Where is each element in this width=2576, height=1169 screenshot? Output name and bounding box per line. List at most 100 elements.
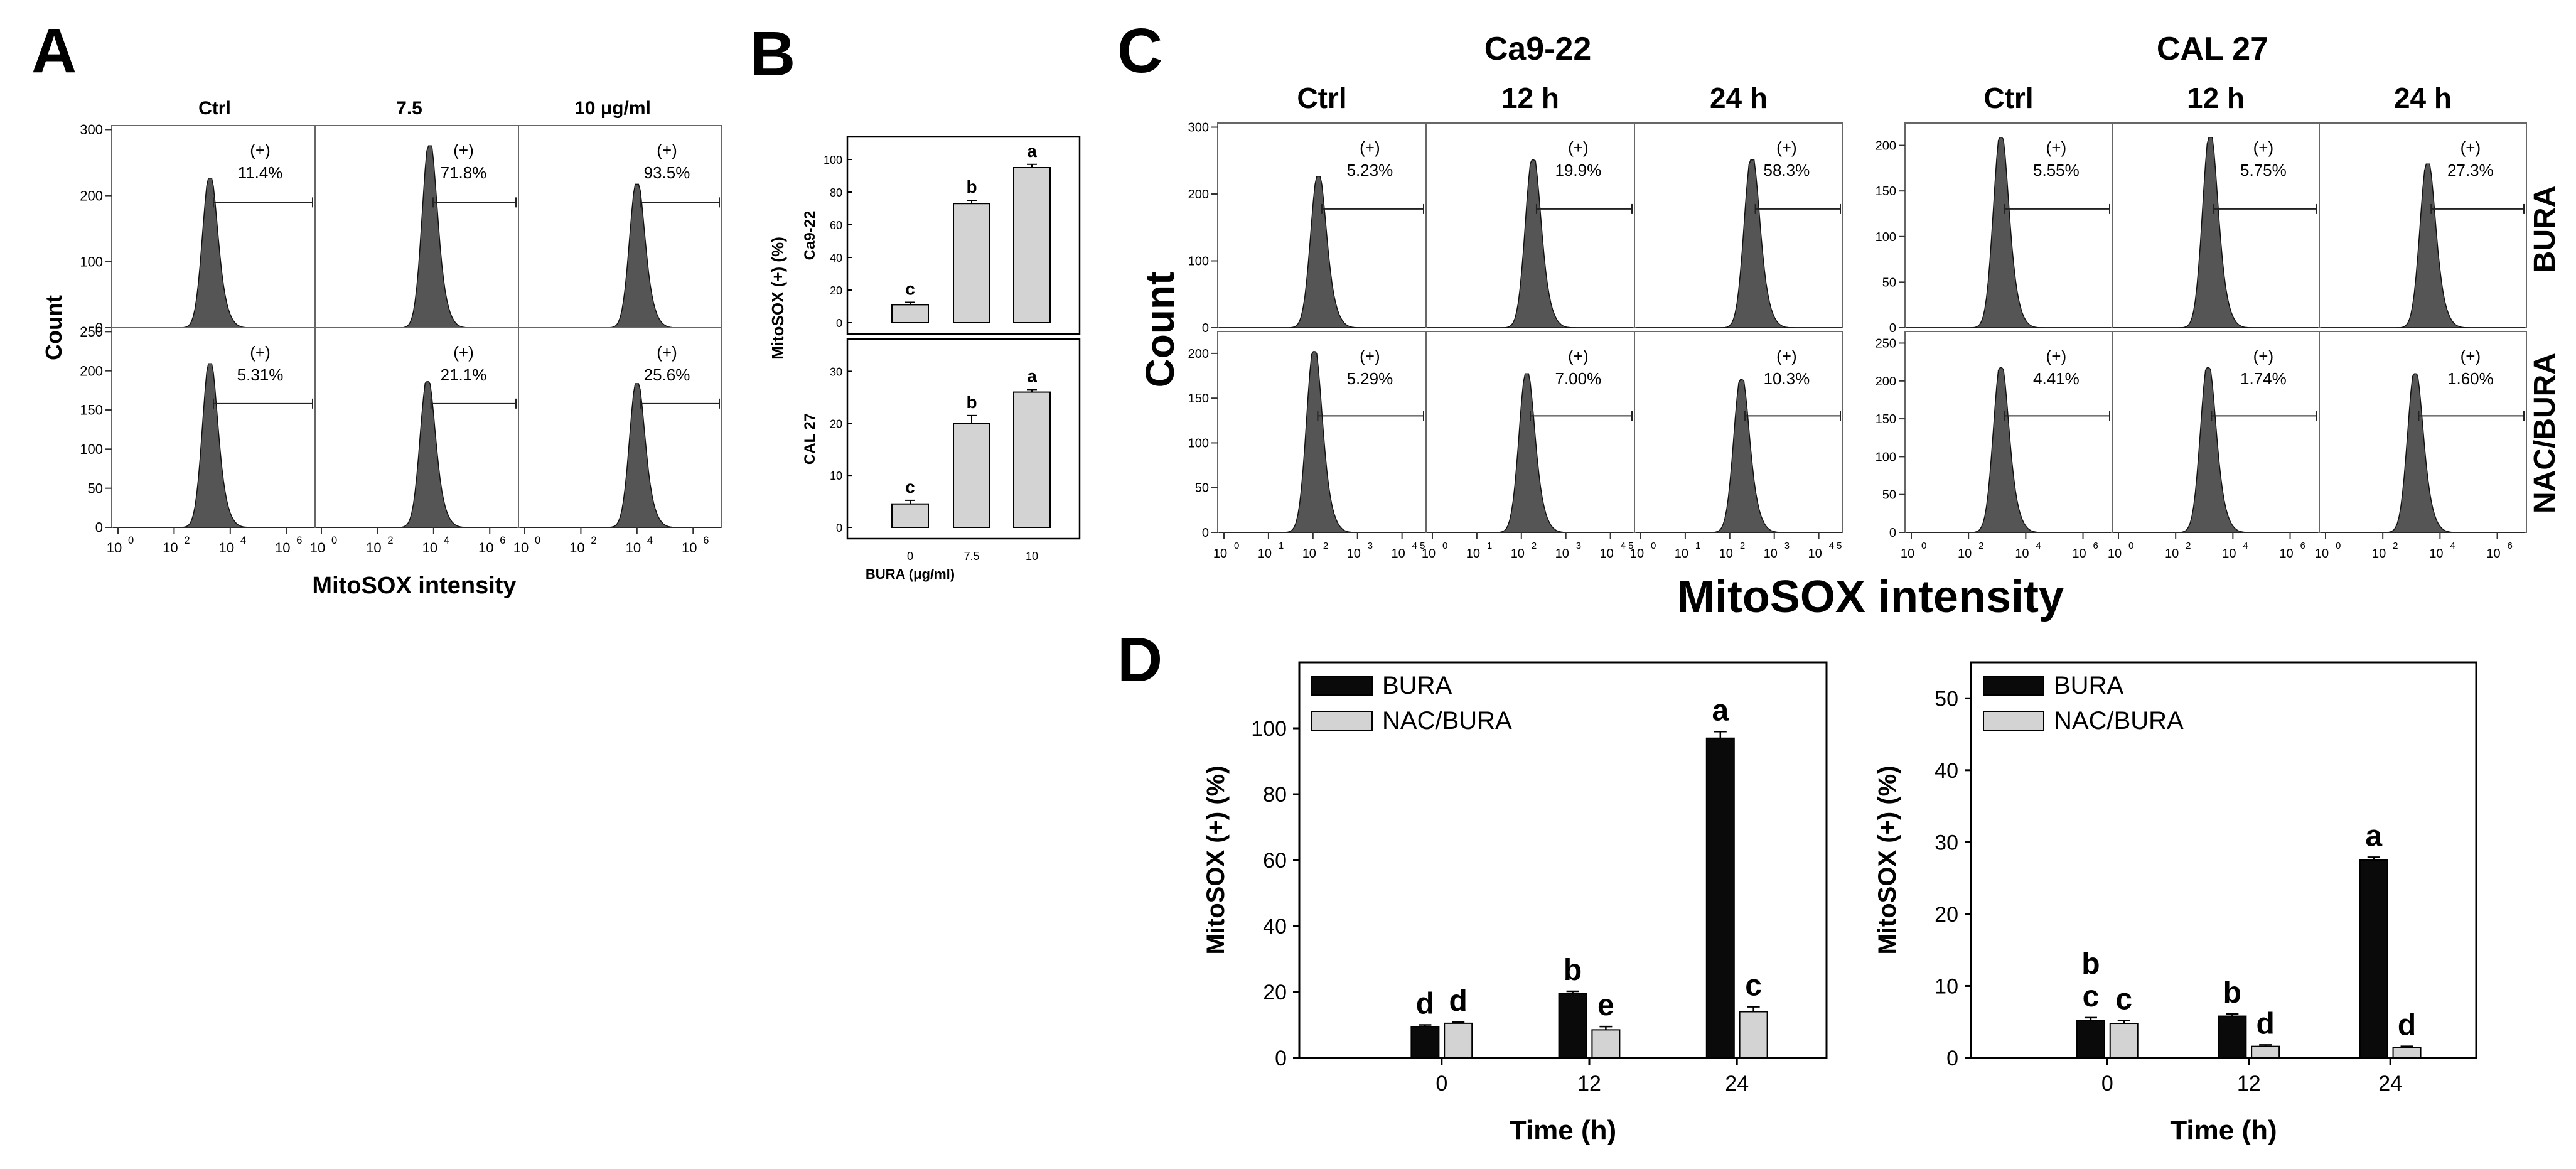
y-tick-label: 20 xyxy=(1263,981,1287,1005)
x-tick-exponent: 2 xyxy=(1532,541,1537,551)
x-tick-exponent: 2 xyxy=(387,535,393,546)
positive-gate-label: (+) xyxy=(2253,138,2274,157)
panel-b-chart-0: 0 20 40 60 80 100 c b a Ca9-22 xyxy=(802,136,1081,335)
x-tick-exponent: 0 xyxy=(128,535,134,546)
histogram-cell: (+) 25.6% xyxy=(518,327,722,528)
positive-percentage: 25.6% xyxy=(644,365,690,384)
chart-frame xyxy=(846,338,1081,540)
positive-gate-label: (+) xyxy=(453,343,474,362)
histogram-peak xyxy=(316,145,517,328)
histogram-cell: (+) 1.74% xyxy=(2112,331,2320,533)
positive-gate-label: (+) xyxy=(657,141,677,159)
significance-letter: a xyxy=(1712,694,1729,727)
histogram-peak xyxy=(1427,373,1633,533)
significance-letter: c xyxy=(1745,969,1762,1003)
positive-percentage: 5.29% xyxy=(1346,369,1393,388)
x-tick-label: 10 xyxy=(1466,547,1480,561)
panel-c-cell-line-title-cal27: CAL 27 xyxy=(2157,31,2268,67)
x-tick-label: 10 xyxy=(2222,547,2236,561)
significance-letter: b xyxy=(2081,947,2100,981)
histogram-peak xyxy=(316,381,517,528)
x-tick-exponent: 4 xyxy=(2243,541,2248,551)
y-tick-label: 50 xyxy=(1882,276,1896,289)
significance-letter: b xyxy=(2223,976,2241,1010)
positive-percentage: 5.31% xyxy=(237,365,284,384)
x-tick-label: 10 xyxy=(569,540,584,556)
x-tick-exponent: 1 xyxy=(1279,541,1284,551)
panel-label-a: A xyxy=(31,16,77,86)
x-tick-label: 10 xyxy=(1347,547,1361,561)
positive-percentage: 58.3% xyxy=(1763,161,1810,180)
positive-gate-label: (+) xyxy=(250,141,271,159)
y-tick-label: 300 xyxy=(80,122,103,137)
panel-b-ylabel: MitoSOX (+) (%) xyxy=(768,237,787,360)
x-tick-exponent: 1 xyxy=(1487,541,1492,551)
x-tick-exponent: 0 xyxy=(2128,541,2133,551)
legend-swatch xyxy=(1311,676,1373,696)
x-tick-label: 10 xyxy=(1392,547,1405,561)
y-tick-label: 100 xyxy=(80,254,103,270)
panel-a-col-label-7.5: 7.5 xyxy=(396,98,422,119)
column-label: 12 h xyxy=(1501,82,1559,114)
y-tick-label: 50 xyxy=(1935,687,1958,711)
y-tick-label: 0 xyxy=(1275,1047,1287,1070)
y-tick-label: 60 xyxy=(1263,849,1287,873)
y-tick-label: 200 xyxy=(1188,347,1209,361)
panel-c-cell-line-title-ca9-22: Ca9-22 xyxy=(1484,31,1592,67)
y-tick-label: 50 xyxy=(88,480,103,496)
y-tick-label: 200 xyxy=(1188,188,1209,202)
panel-d-chart-0: 0 20 40 60 80 100 d b a d e c 0 12 24 MitoSOX (+) (%) Ti… xyxy=(1202,661,1828,1146)
panel-c-histograms: Ca9-22 CAL 27 Count MitoSOX intensity BU… xyxy=(1137,31,2562,622)
y-tick-label: 100 xyxy=(1876,230,1896,244)
y-tick-label: 0 xyxy=(95,520,103,536)
y-tick-label: 40 xyxy=(830,252,842,264)
significance-letter: d xyxy=(2398,1009,2416,1042)
legend-swatch xyxy=(1983,676,2044,696)
histogram-cell: (+) 7.00% xyxy=(1425,331,1635,533)
x-tick-label: 10 xyxy=(2279,547,2293,561)
positive-gate-label: (+) xyxy=(453,141,474,159)
positive-percentage: 1.60% xyxy=(2447,369,2494,388)
x-tick-exponent: 3 xyxy=(1368,541,1373,551)
y-tick-label: 40 xyxy=(1263,915,1287,939)
x-tick-label: 10 xyxy=(1302,547,1316,561)
histogram-cell: (+) 5.29% xyxy=(1217,331,1427,533)
histogram-cell: (+) 11.4% xyxy=(111,125,316,328)
x-tick-exponent: 4 5 xyxy=(1621,541,1634,551)
panel-label-c: C xyxy=(1117,16,1162,86)
bar-nac-bura xyxy=(2251,1045,2280,1059)
histogram-cell: (+) 5.75% xyxy=(2112,122,2320,328)
positive-gate-label: (+) xyxy=(1360,138,1380,157)
y-tick-label: 250 xyxy=(1876,337,1896,350)
positive-gate-label: (+) xyxy=(2461,138,2481,157)
bar-bura xyxy=(1705,737,1735,1059)
x-tick-exponent: 4 5 xyxy=(1412,541,1425,551)
y-tick-label: 40 xyxy=(1935,759,1958,783)
legend-label: BURA xyxy=(2054,672,2123,699)
x-tick-label: 10 xyxy=(1422,547,1436,561)
positive-gate-label: (+) xyxy=(657,343,677,362)
y-tick-label: 200 xyxy=(1876,375,1896,389)
x-tick-label: 10 xyxy=(478,540,493,556)
panel-a-col-label-10: 10 μg/ml xyxy=(574,98,651,119)
legend-label: NAC/BURA xyxy=(1382,707,1512,735)
y-tick-label: 150 xyxy=(80,402,103,418)
positive-percentage: 27.3% xyxy=(2447,161,2494,180)
positive-percentage: 5.55% xyxy=(2033,161,2080,180)
y-tick-label: 100 xyxy=(80,441,103,457)
x-tick-label: 12 xyxy=(2237,1072,2261,1096)
positive-percentage: 1.74% xyxy=(2240,369,2287,388)
x-tick-exponent: 0 xyxy=(535,535,540,546)
panel-label-d: D xyxy=(1117,625,1162,695)
panel-c-block-1: Ctrl 12 h 24 h (+) 5.55% (+) 5.75% (+) 27.3% 0 50 1… xyxy=(1876,82,2527,561)
bar-bura xyxy=(2359,859,2388,1059)
panel-b-bar-charts: MitoSOX (+) (%) BURA (μg/ml) 0 20 40 60 80 10… xyxy=(768,136,1081,582)
x-tick-exponent: 0 xyxy=(1442,541,1447,551)
significance-letter: c xyxy=(905,477,915,497)
significance-letter: d xyxy=(2256,1007,2274,1040)
bar xyxy=(891,304,929,323)
x-tick-label: 10 xyxy=(2015,547,2029,561)
significance-letter: a xyxy=(1027,141,1037,161)
positive-percentage: 71.8% xyxy=(441,163,487,182)
x-tick-exponent: 6 xyxy=(703,535,709,546)
